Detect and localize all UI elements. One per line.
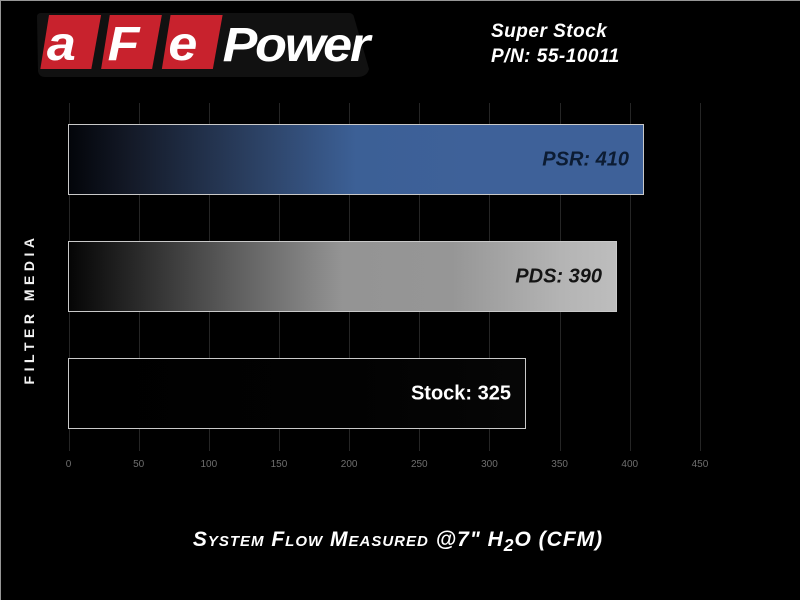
svg-text:F: F xyxy=(108,17,141,71)
svg-text:e: e xyxy=(168,17,196,71)
svg-text:a: a xyxy=(47,17,75,71)
svg-text:Power: Power xyxy=(223,18,373,72)
